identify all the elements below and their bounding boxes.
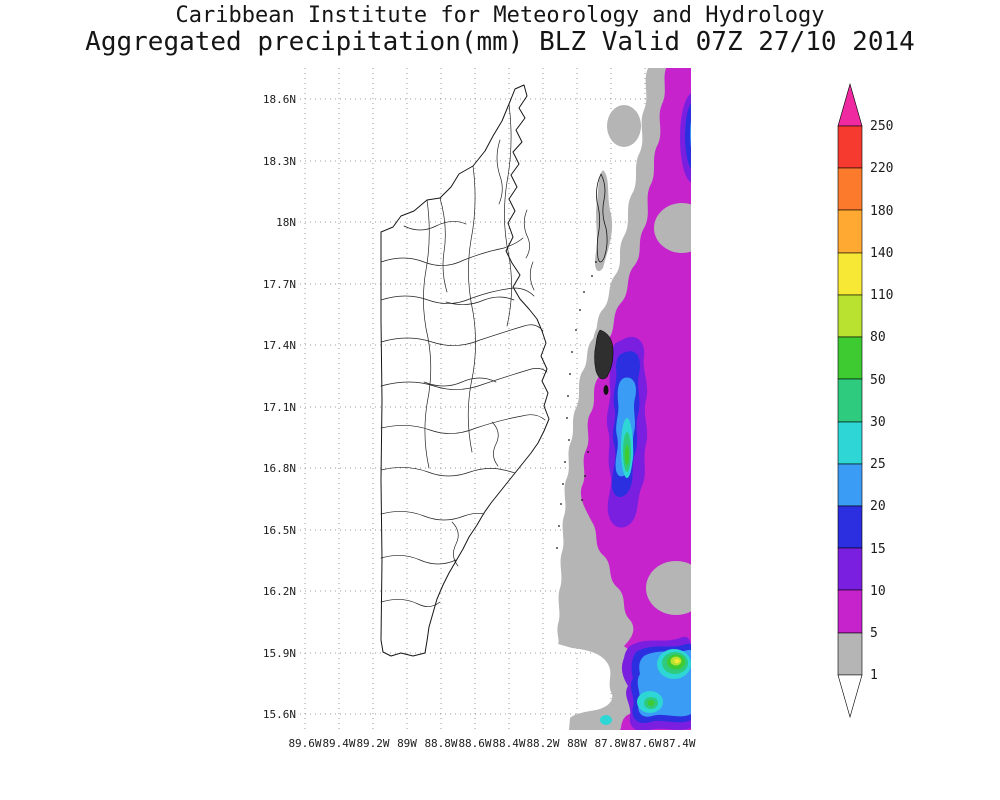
turneffe-atoll xyxy=(594,329,614,380)
lat-tick: 17.4N xyxy=(263,339,296,352)
colorbar-label: 140 xyxy=(870,246,893,261)
lat-tick: 16.8N xyxy=(263,462,296,475)
lon-tick: 88W xyxy=(567,737,587,750)
colorbar-segment xyxy=(837,209,863,254)
colorbar-label: 50 xyxy=(870,373,886,388)
colorbar-label: 10 xyxy=(870,584,886,599)
colorbar-label: 20 xyxy=(870,499,886,514)
colorbar-segment xyxy=(837,378,863,423)
lat-axis: 18.6N 18.3N 18N 17.7N 17.4N 17.1N 16.8N … xyxy=(263,93,296,721)
lat-tick: 17.7N xyxy=(263,278,296,291)
colorbar-label: 250 xyxy=(870,119,893,134)
lon-tick: 88.4W xyxy=(492,737,525,750)
lon-tick: 87.8W xyxy=(594,737,627,750)
lat-tick: 16.2N xyxy=(263,585,296,598)
lon-tick: 88.6W xyxy=(458,737,491,750)
belize-internal-boundaries xyxy=(380,103,548,607)
belize-outline xyxy=(380,84,550,657)
colorbar-label: 1 xyxy=(870,668,878,683)
precip-blob-ltblue-top xyxy=(690,120,691,148)
colorbar-segment xyxy=(837,589,863,634)
colorbar-label: 25 xyxy=(870,457,886,472)
colorbar-label: 30 xyxy=(870,415,886,430)
colorbar-label: 15 xyxy=(870,542,886,557)
figure-title: Caribbean Institute for Meteorology and … xyxy=(175,3,825,28)
lon-tick: 88.2W xyxy=(526,737,559,750)
colorbar-label: 110 xyxy=(870,288,893,303)
precip-blob-gray-isolated xyxy=(607,105,641,147)
colorbar-segment xyxy=(837,505,863,549)
lat-tick: 15.6N xyxy=(263,708,296,721)
colorbar-segment xyxy=(837,167,863,211)
lat-tick: 16.5N xyxy=(263,524,296,537)
lat-tick: 15.9N xyxy=(263,647,296,660)
precip-gap-gray-lower xyxy=(646,561,691,615)
colorbar-segment xyxy=(837,632,863,676)
colorbar-segment xyxy=(837,463,863,507)
lon-axis: 89.6W 89.4W 89.2W 89W 88.8W 88.6W 88.4W … xyxy=(288,737,695,750)
lat-tick: 18N xyxy=(276,216,296,229)
precip-blob-purple-top xyxy=(680,93,691,183)
precip-blob-yellow-se xyxy=(674,658,680,664)
precip-blob-cyan-top xyxy=(694,114,704,152)
colorbar: 250 220 180 140 110 80 50 30 25 20 15 10… xyxy=(837,82,893,719)
colorbar-segment xyxy=(837,547,863,591)
colorbar-arrow-bottom xyxy=(837,674,863,719)
colorbar-label: 80 xyxy=(870,330,886,345)
offshore-cayes xyxy=(556,173,614,549)
figure-subtitle: Aggregated precipitation(mm) BLZ Valid 0… xyxy=(85,27,915,57)
precip-blob-green-s xyxy=(647,700,655,706)
lat-tick: 17.1N xyxy=(263,401,296,414)
lon-tick: 89W xyxy=(397,737,417,750)
colorbar-label: 5 xyxy=(870,626,878,641)
lon-tick: 89.2W xyxy=(356,737,389,750)
ambergris-caye-outline xyxy=(596,173,608,263)
lat-tick: 18.6N xyxy=(263,93,296,106)
precip-blob-cyan-speck xyxy=(600,715,612,725)
small-atoll xyxy=(603,385,609,395)
colorbar-segment xyxy=(837,252,863,296)
precip-gap-gray-upper xyxy=(654,203,691,253)
colorbar-segment xyxy=(837,421,863,465)
colorbar-arrow-top xyxy=(837,82,863,127)
colorbar-label: 180 xyxy=(870,204,893,219)
lon-tick: 89.4W xyxy=(322,737,355,750)
lat-tick: 18.3N xyxy=(263,155,296,168)
colorbar-label: 220 xyxy=(870,161,893,176)
colorbar-segment xyxy=(837,294,863,338)
lon-tick: 87.6W xyxy=(628,737,661,750)
precip-blob-blue-top xyxy=(685,103,691,169)
colorbar-segment xyxy=(837,125,863,169)
lon-tick: 87.4W xyxy=(662,737,695,750)
lon-tick: 88.8W xyxy=(424,737,457,750)
belize-map xyxy=(380,84,614,657)
precip-blob-green-mid xyxy=(624,445,630,465)
precip-shading xyxy=(557,68,704,730)
colorbar-segment xyxy=(837,336,863,380)
lon-tick: 89.6W xyxy=(288,737,321,750)
